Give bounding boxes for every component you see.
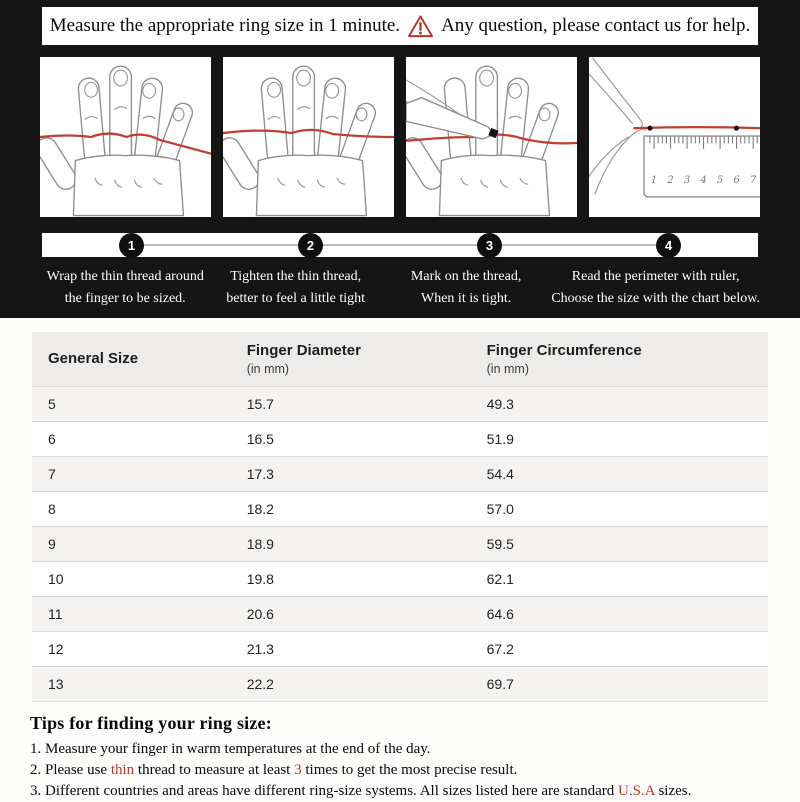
svg-text:6: 6	[733, 175, 739, 186]
table-cell: 11	[32, 596, 231, 631]
hand-thread-tighten-illustration	[223, 57, 394, 217]
banner-text-left: Measure the appropriate ring size in 1 m…	[50, 15, 400, 37]
table-cell: 18.2	[231, 491, 471, 526]
table-header-row: General Size Finger Diameter (in mm) Fin…	[32, 332, 768, 386]
table-cell: 19.8	[231, 561, 471, 596]
table-cell: 15.7	[231, 386, 471, 421]
table-cell: 59.5	[471, 526, 768, 561]
table-cell: 16.5	[231, 421, 471, 456]
instruction-section: Measure the appropriate ring size in 1 m…	[0, 0, 800, 318]
step-caption-4: Read the perimeter with ruler,Choose the…	[551, 266, 760, 311]
step-caption-3: Mark on the thread,When it is tight.	[381, 266, 551, 311]
banner-text-right: Any question, please contact us for help…	[441, 15, 750, 37]
illustration-panel-3	[406, 57, 577, 217]
step-number-badge: 4	[656, 233, 681, 258]
svg-text:3: 3	[684, 175, 690, 186]
table-cell: 10	[32, 561, 231, 596]
table-cell: 9	[32, 526, 231, 561]
table-cell: 64.6	[471, 596, 768, 631]
svg-text:1: 1	[651, 175, 657, 186]
tips-lines: 1. Measure your finger in warm temperatu…	[30, 739, 770, 802]
step-number-badge: 2	[298, 233, 323, 258]
illustration-panel-1	[40, 57, 211, 217]
tip-line: 1. Measure your finger in warm temperatu…	[30, 739, 770, 760]
table-cell: 62.1	[471, 561, 768, 596]
table-cell: 6	[32, 421, 231, 456]
table-cell: 5	[32, 386, 231, 421]
table-cell: 57.0	[471, 491, 768, 526]
table-cell: 67.2	[471, 631, 768, 666]
table-cell: 20.6	[231, 596, 471, 631]
svg-text:5: 5	[717, 175, 723, 186]
svg-text:2: 2	[666, 175, 673, 186]
col-header-finger-diameter: Finger Diameter (in mm)	[231, 332, 471, 386]
hand-thread-wrap-illustration	[40, 57, 211, 217]
warning-triangle-icon	[407, 14, 434, 39]
table-cell: 8	[32, 491, 231, 526]
tips-section: Tips for finding your ring size: 1. Meas…	[30, 713, 770, 802]
tip-line: 3. Different countries and areas have di…	[30, 781, 770, 802]
step-number-badge: 1	[119, 233, 144, 258]
table-cell: 12	[32, 631, 231, 666]
ring-size-table: General Size Finger Diameter (in mm) Fin…	[32, 332, 768, 702]
tips-title: Tips for finding your ring size:	[30, 713, 770, 734]
svg-text:7: 7	[750, 175, 757, 186]
table-cell: 54.4	[471, 456, 768, 491]
col-header-finger-circumference: Finger Circumference (in mm)	[471, 332, 768, 386]
col-header-general-size: General Size	[32, 332, 231, 386]
size-chart-section: General Size Finger Diameter (in mm) Fin…	[32, 332, 768, 702]
table-cell: 18.9	[231, 526, 471, 561]
steps-progress-bar: 1 2 3 4	[42, 233, 758, 257]
step-caption-2: Tighten the thin thread,better to feel a…	[210, 266, 380, 311]
table-cell: 13	[32, 666, 231, 701]
svg-text:4: 4	[699, 175, 706, 186]
tip-line: 2. Please use thin thread to measure at …	[30, 760, 770, 781]
table-cell: 7	[32, 456, 231, 491]
table-cell: 51.9	[471, 421, 768, 456]
table-cell: 49.3	[471, 386, 768, 421]
banner: Measure the appropriate ring size in 1 m…	[42, 7, 758, 45]
table-cell: 21.3	[231, 631, 471, 666]
table-cell: 69.7	[471, 666, 768, 701]
table-cell: 22.2	[231, 666, 471, 701]
hand-thread-mark-illustration	[406, 57, 577, 217]
step-number-badge: 3	[477, 233, 502, 258]
table-cell: 17.3	[231, 456, 471, 491]
illustration-panel-2	[223, 57, 394, 217]
